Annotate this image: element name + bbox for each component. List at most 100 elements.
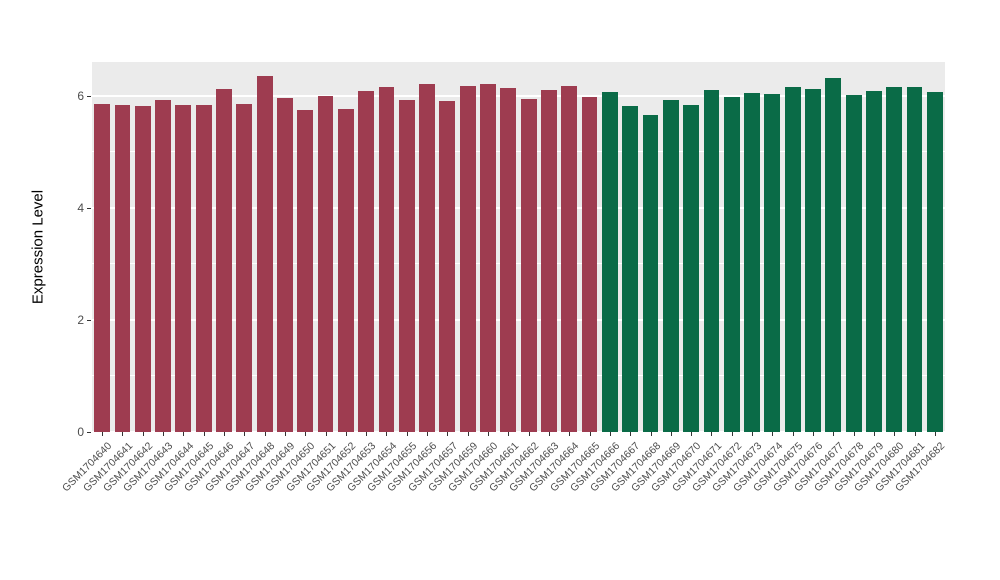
x-tick-mark bbox=[488, 432, 490, 436]
bar bbox=[317, 96, 334, 432]
bar bbox=[906, 87, 923, 432]
x-tick-mark bbox=[224, 432, 225, 436]
bar bbox=[642, 115, 659, 432]
minor-gridline bbox=[92, 263, 945, 265]
bar bbox=[865, 91, 882, 432]
bar bbox=[358, 91, 375, 432]
bar bbox=[134, 106, 151, 432]
y-tick-mark bbox=[87, 319, 91, 321]
bar bbox=[703, 90, 720, 432]
plot-panel bbox=[92, 62, 945, 433]
x-tick-mark bbox=[386, 432, 388, 436]
bar bbox=[277, 98, 293, 432]
x-tick-mark bbox=[711, 432, 713, 436]
x-tick-mark bbox=[630, 432, 632, 436]
x-tick-mark bbox=[528, 432, 530, 436]
bar bbox=[398, 100, 415, 432]
x-tick-mark bbox=[447, 432, 449, 436]
y-tick-label: 6 bbox=[77, 88, 84, 103]
x-tick-mark bbox=[366, 432, 368, 436]
x-tick-mark bbox=[183, 432, 185, 436]
major-gridline bbox=[92, 431, 945, 433]
x-tick-mark bbox=[752, 432, 754, 436]
bar bbox=[155, 100, 171, 432]
x-tick-mark bbox=[873, 432, 875, 436]
bar bbox=[175, 105, 192, 432]
x-tick-mark bbox=[284, 432, 286, 436]
x-tick-mark bbox=[731, 432, 733, 436]
x-tick-mark bbox=[548, 432, 550, 436]
bar bbox=[622, 106, 639, 432]
x-tick-mark bbox=[508, 432, 510, 436]
y-axis-title: Expression Level bbox=[29, 189, 47, 305]
bar bbox=[114, 105, 131, 432]
x-tick-mark bbox=[244, 432, 246, 436]
bar bbox=[337, 108, 354, 432]
major-gridline bbox=[92, 94, 945, 97]
x-tick-mark bbox=[792, 432, 794, 436]
x-tick-mark bbox=[406, 432, 408, 436]
x-tick-mark bbox=[203, 432, 205, 436]
bar bbox=[236, 103, 253, 432]
minor-gridline bbox=[92, 151, 945, 153]
y-tick-label: 0 bbox=[77, 425, 84, 439]
x-tick-mark bbox=[122, 432, 124, 436]
bar bbox=[297, 110, 314, 432]
bar bbox=[480, 84, 496, 432]
bar bbox=[683, 105, 700, 432]
y-tick-mark bbox=[87, 432, 91, 433]
bar bbox=[926, 92, 943, 432]
x-tick-mark bbox=[853, 432, 855, 436]
major-gridline bbox=[92, 206, 945, 209]
bar bbox=[764, 93, 781, 432]
minor-gridline bbox=[92, 375, 945, 377]
x-tick-mark bbox=[670, 432, 672, 436]
bar bbox=[419, 84, 435, 432]
x-tick-mark bbox=[894, 432, 896, 436]
bar bbox=[459, 86, 476, 432]
x-tick-mark bbox=[163, 432, 165, 436]
x-tick-mark bbox=[934, 432, 936, 436]
x-tick-mark bbox=[650, 432, 652, 436]
y-tick-label: 4 bbox=[77, 200, 84, 215]
x-tick-mark bbox=[609, 432, 611, 436]
bar bbox=[784, 87, 801, 432]
major-gridline bbox=[92, 318, 945, 321]
x-tick-mark bbox=[345, 432, 347, 436]
x-tick-mark bbox=[812, 432, 814, 436]
bar bbox=[845, 95, 862, 432]
x-tick-mark bbox=[102, 432, 104, 436]
bar bbox=[805, 88, 821, 432]
bar bbox=[825, 78, 842, 432]
x-tick-mark bbox=[569, 432, 571, 436]
x-tick-mark bbox=[427, 432, 429, 436]
x-tick-mark bbox=[264, 432, 266, 436]
bar bbox=[662, 100, 679, 432]
bar bbox=[541, 90, 557, 432]
bar bbox=[581, 97, 598, 432]
bar bbox=[256, 76, 273, 432]
bar bbox=[744, 93, 760, 432]
y-tick-mark bbox=[87, 207, 91, 209]
y-tick-label: 2 bbox=[77, 312, 84, 327]
x-tick-mark bbox=[691, 432, 693, 436]
x-tick-mark bbox=[772, 432, 774, 436]
x-tick-mark bbox=[589, 432, 591, 436]
x-tick-mark bbox=[325, 432, 327, 436]
y-tick-mark bbox=[87, 95, 91, 97]
bar bbox=[378, 87, 395, 432]
x-tick-mark bbox=[914, 432, 916, 436]
bar bbox=[216, 88, 232, 432]
x-tick-mark bbox=[305, 432, 307, 436]
bar bbox=[195, 105, 212, 432]
x-tick-mark bbox=[833, 432, 835, 436]
bar bbox=[520, 99, 537, 432]
bar bbox=[94, 103, 111, 432]
bar bbox=[601, 92, 618, 432]
bar bbox=[561, 86, 578, 432]
x-tick-mark bbox=[467, 432, 469, 436]
bar bbox=[723, 97, 740, 432]
x-tick-mark bbox=[142, 432, 144, 436]
bar bbox=[886, 87, 903, 432]
